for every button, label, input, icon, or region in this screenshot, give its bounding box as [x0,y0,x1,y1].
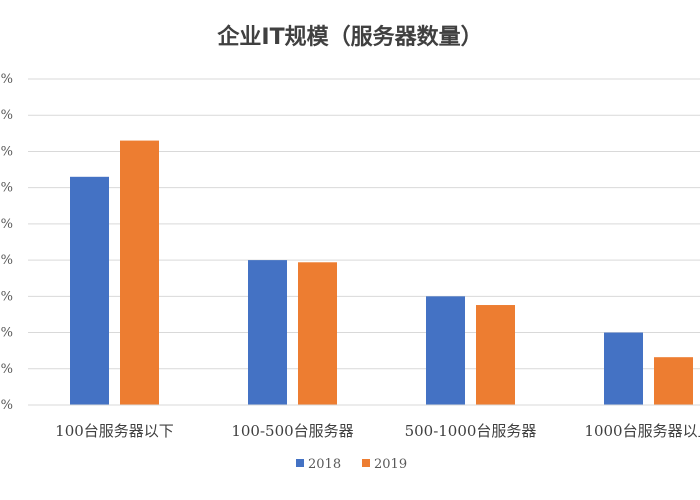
bar-2019 [298,262,337,405]
bar-2018 [248,260,287,405]
x-category-label: 100台服务器以下 [55,422,174,440]
bar-2019 [654,357,693,405]
bars [70,140,693,406]
chart-title: 企业IT规模（服务器数量） [216,24,482,50]
y-tick-label: 0% [0,398,13,413]
y-tick-label: 5% [0,362,13,377]
legend: 2018 2019 [296,457,407,472]
legend-label: 2019 [374,457,407,472]
y-tick-label: 45% [0,72,13,87]
y-axis-tick-labels: 0% 5% 10% 15% 20% 25% 30% 35% 40% 45% [0,72,13,413]
legend-label: 2018 [308,457,341,472]
y-tick-label: 30% [0,181,13,196]
y-tick-label: 20% [0,253,13,268]
x-axis-category-labels: 100台服务器以下 100-500台服务器 500-1000台服务器 1000台服务器… [55,422,700,440]
y-tick-label: 40% [0,108,13,123]
bar-2018 [426,296,465,405]
legend-swatch [296,459,304,467]
y-tick-label: 35% [0,144,13,159]
bar-2019 [120,140,159,406]
x-category-label: 1000台服务器以上 [584,422,700,440]
legend-swatch [362,459,370,467]
y-tick-label: 25% [0,217,13,232]
y-tick-label: 15% [0,289,13,304]
x-category-label: 100-500台服务器 [231,422,353,440]
x-category-label: 500-1000台服务器 [405,422,537,440]
bar-2018 [70,176,109,405]
bar-2018 [604,332,643,405]
bar-2019 [476,305,515,405]
y-tick-label: 10% [0,326,13,341]
